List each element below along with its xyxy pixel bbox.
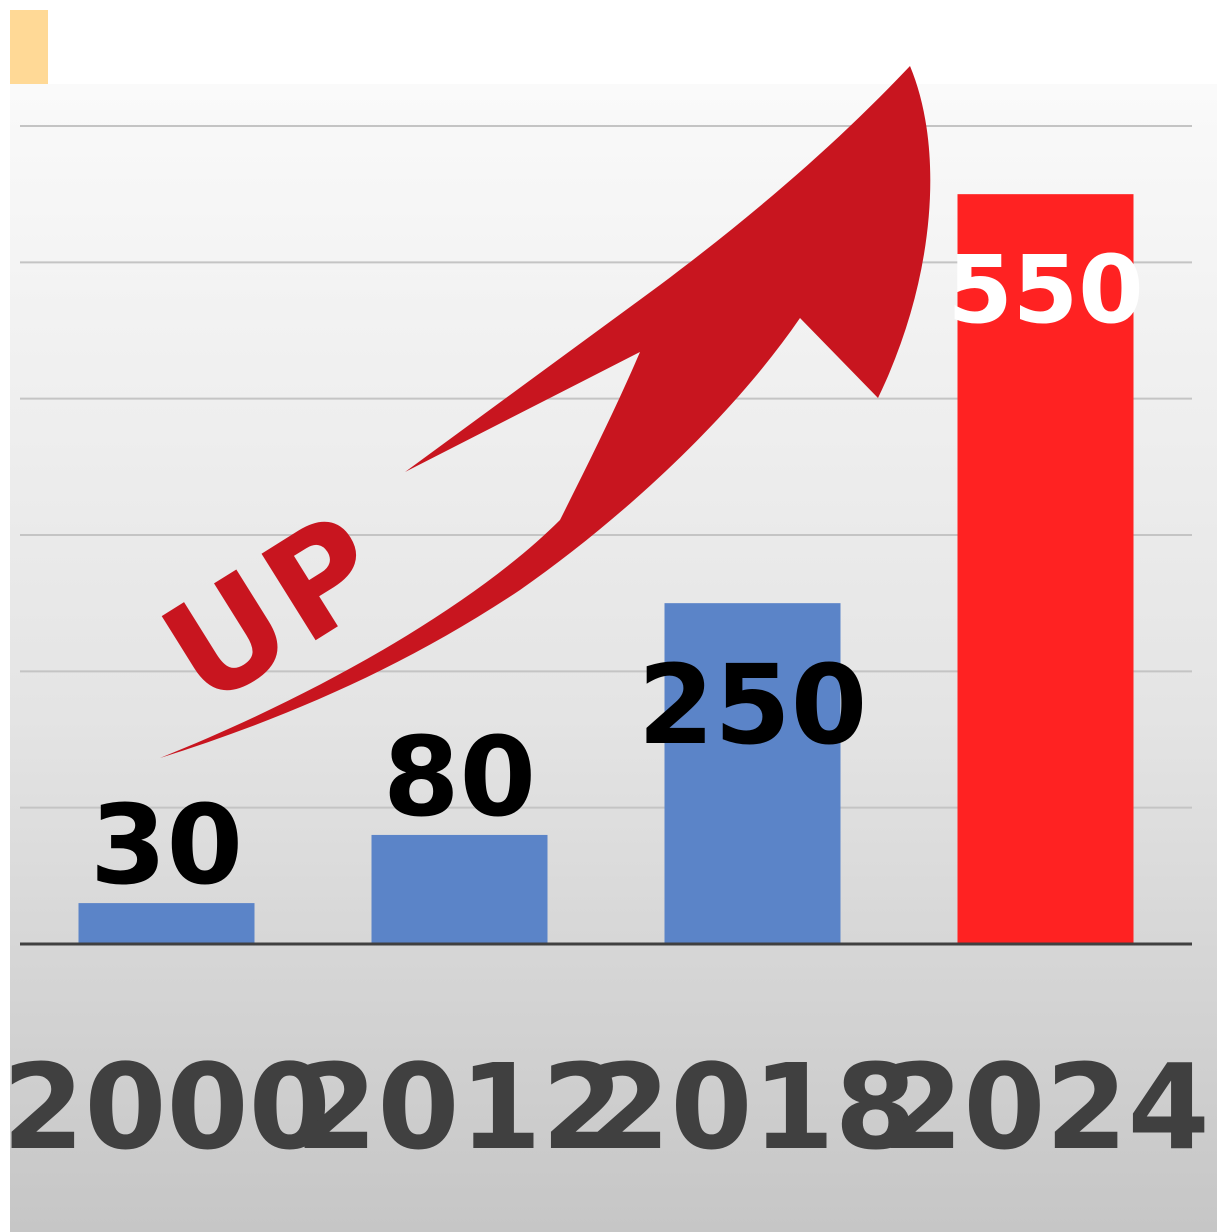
value-label: 30 [90,781,243,909]
bar-2012 [371,834,548,944]
value-label: 80 [383,713,536,841]
value-labels: 30 80 250 550 [90,236,1144,909]
x-tick-label: 2018 [588,1038,916,1176]
bar-2018 [664,603,841,944]
rising-arrow-icon [160,66,931,758]
x-tick-label: 2000 [2,1038,330,1176]
corner-tab [10,10,48,84]
value-label: 250 [638,641,868,769]
bar-2024 [957,194,1134,944]
x-tick-label: 2012 [295,1038,623,1176]
x-tick-label: 2024 [881,1038,1209,1176]
bars [78,194,1134,944]
value-label: 550 [947,236,1143,345]
bar-2000 [78,903,255,944]
